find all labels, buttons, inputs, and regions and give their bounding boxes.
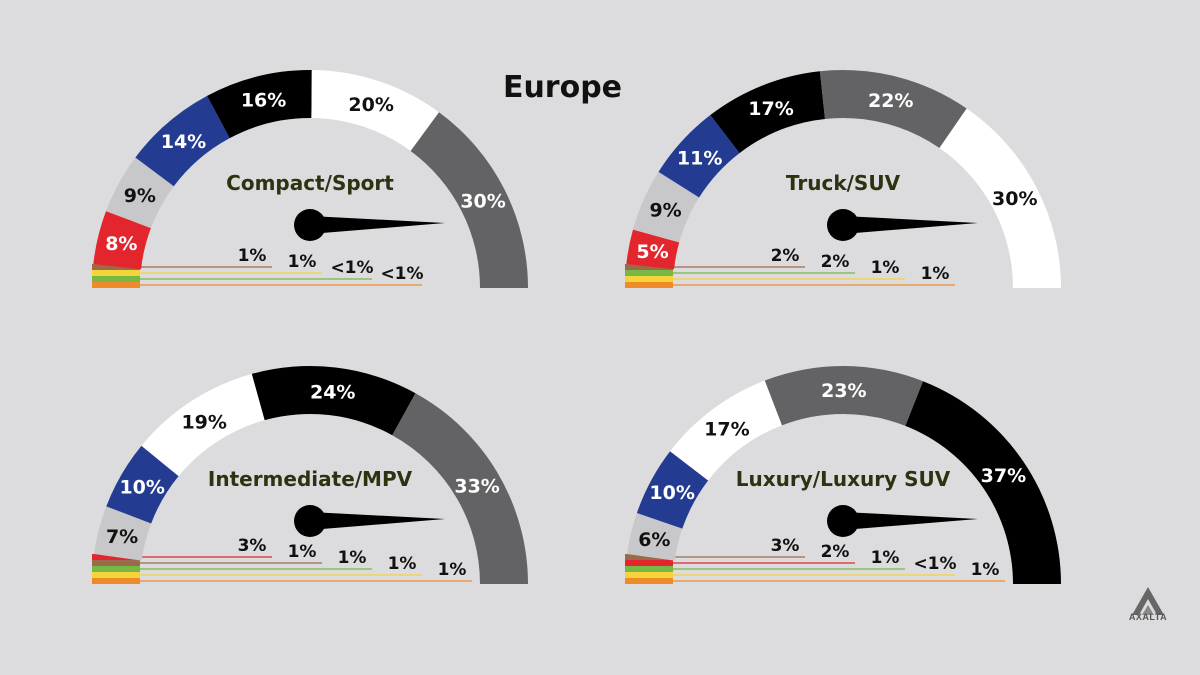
gauge-2: 3% 1% 1% 1% 1% 7% 10% 19% 24% 33% Intermediate/MPV: [92, 366, 528, 584]
segment-label: 9%: [124, 185, 156, 207]
small-label: 1%: [288, 542, 317, 562]
gauge-segment: [251, 366, 416, 436]
segment-label: 6%: [638, 529, 670, 551]
small-band: [625, 276, 673, 282]
needle: [843, 216, 978, 234]
small-band: [92, 566, 140, 572]
small-label: 1%: [388, 554, 417, 574]
small-label: 1%: [871, 548, 900, 568]
gauge-segment: [632, 171, 700, 243]
needle: [843, 512, 978, 530]
segment-label: 20%: [348, 94, 393, 116]
small-band: [625, 270, 673, 276]
needle: [310, 216, 445, 234]
segment-label: 10%: [119, 477, 164, 499]
gauge-title: Luxury/Luxury SUV: [736, 467, 951, 491]
small-label: 2%: [771, 246, 800, 266]
gauge-segment: [636, 451, 709, 529]
gauge-segment: [135, 95, 230, 187]
segment-label: 17%: [748, 98, 793, 120]
segment-label: 10%: [649, 482, 694, 504]
segment-label: 30%: [460, 190, 505, 212]
gauge-1: 2% 2% 1% 1% 5% 9% 11% 17% 22% 30% Truck/SUV: [625, 70, 1061, 288]
gauge-segment: [93, 211, 151, 270]
small-label: 3%: [771, 536, 800, 556]
gauge-segment: [710, 71, 826, 154]
small-label: <1%: [913, 554, 956, 574]
small-label: 2%: [821, 542, 850, 562]
small-band: [625, 572, 673, 578]
small-band: [625, 560, 673, 566]
small-label: 1%: [438, 560, 467, 580]
gauge-segment: [905, 381, 1061, 584]
small-band: [92, 276, 140, 282]
small-band: [625, 282, 673, 288]
small-band: [625, 566, 673, 572]
segment-label: 33%: [454, 475, 499, 497]
small-label: 2%: [821, 252, 850, 272]
small-band: [92, 282, 140, 288]
segment-label: 7%: [106, 526, 138, 548]
gauge-segment: [311, 70, 440, 151]
small-label: 1%: [338, 548, 367, 568]
segment-label: 23%: [821, 380, 866, 402]
small-band: [92, 264, 140, 270]
gauge-3: 3% 2% 1% <1% 1% 6% 10% 17% 23% 37% Luxury/Luxury S…: [625, 366, 1061, 584]
gauge-title: Compact/Sport: [226, 171, 394, 195]
small-label: 1%: [288, 252, 317, 272]
gauge-segment: [410, 112, 528, 289]
gauge-segment: [94, 506, 152, 561]
gauge-segment: [627, 512, 683, 561]
segment-label: 8%: [105, 233, 137, 255]
small-label: <1%: [330, 258, 373, 278]
gauge-segment: [670, 380, 783, 481]
small-label: 1%: [971, 560, 1000, 580]
gauge-title: Truck/SUV: [786, 171, 901, 195]
small-label: 1%: [238, 246, 267, 266]
gauge-segment: [764, 366, 924, 426]
needle: [310, 512, 445, 530]
small-label: 1%: [921, 264, 950, 284]
gauge-segment: [626, 229, 680, 270]
page-title: Europe: [502, 70, 623, 105]
segment-label: 37%: [981, 465, 1026, 487]
small-band: [625, 264, 673, 270]
segment-label: 19%: [181, 411, 226, 433]
small-label: <1%: [380, 264, 423, 284]
segment-label: 17%: [704, 419, 749, 441]
segment-label: 5%: [636, 241, 668, 263]
gauge-segment: [658, 115, 740, 198]
segment-label: 14%: [161, 131, 206, 153]
gauge-segment: [819, 70, 967, 149]
logo-text: AXALTA: [1128, 612, 1168, 622]
gauge-segment: [207, 69, 312, 139]
gauge-title: Intermediate/MPV: [208, 467, 413, 491]
small-band: [92, 560, 140, 566]
axalta-logo-icon: [1132, 587, 1164, 615]
small-band: [92, 572, 140, 578]
small-band: [625, 578, 673, 584]
gauge-segment: [141, 373, 265, 477]
segment-label: 9%: [649, 199, 681, 221]
gauge-segment: [105, 157, 174, 229]
small-label: 3%: [238, 536, 267, 556]
small-band: [92, 270, 140, 276]
segment-label: 16%: [241, 90, 286, 112]
gauge-segment: [106, 445, 179, 524]
gauge-segment: [392, 393, 528, 584]
gauge-segment: [939, 108, 1061, 288]
segment-label: 22%: [868, 90, 913, 112]
small-label: 1%: [871, 258, 900, 278]
segment-label: 24%: [310, 381, 355, 403]
segment-label: 30%: [992, 188, 1037, 210]
small-band: [92, 578, 140, 584]
segment-label: 11%: [677, 147, 722, 169]
gauge-0: 1% 1% <1% <1% 8% 9% 14% 16% 20% 30% Compact/Sport: [92, 69, 528, 289]
